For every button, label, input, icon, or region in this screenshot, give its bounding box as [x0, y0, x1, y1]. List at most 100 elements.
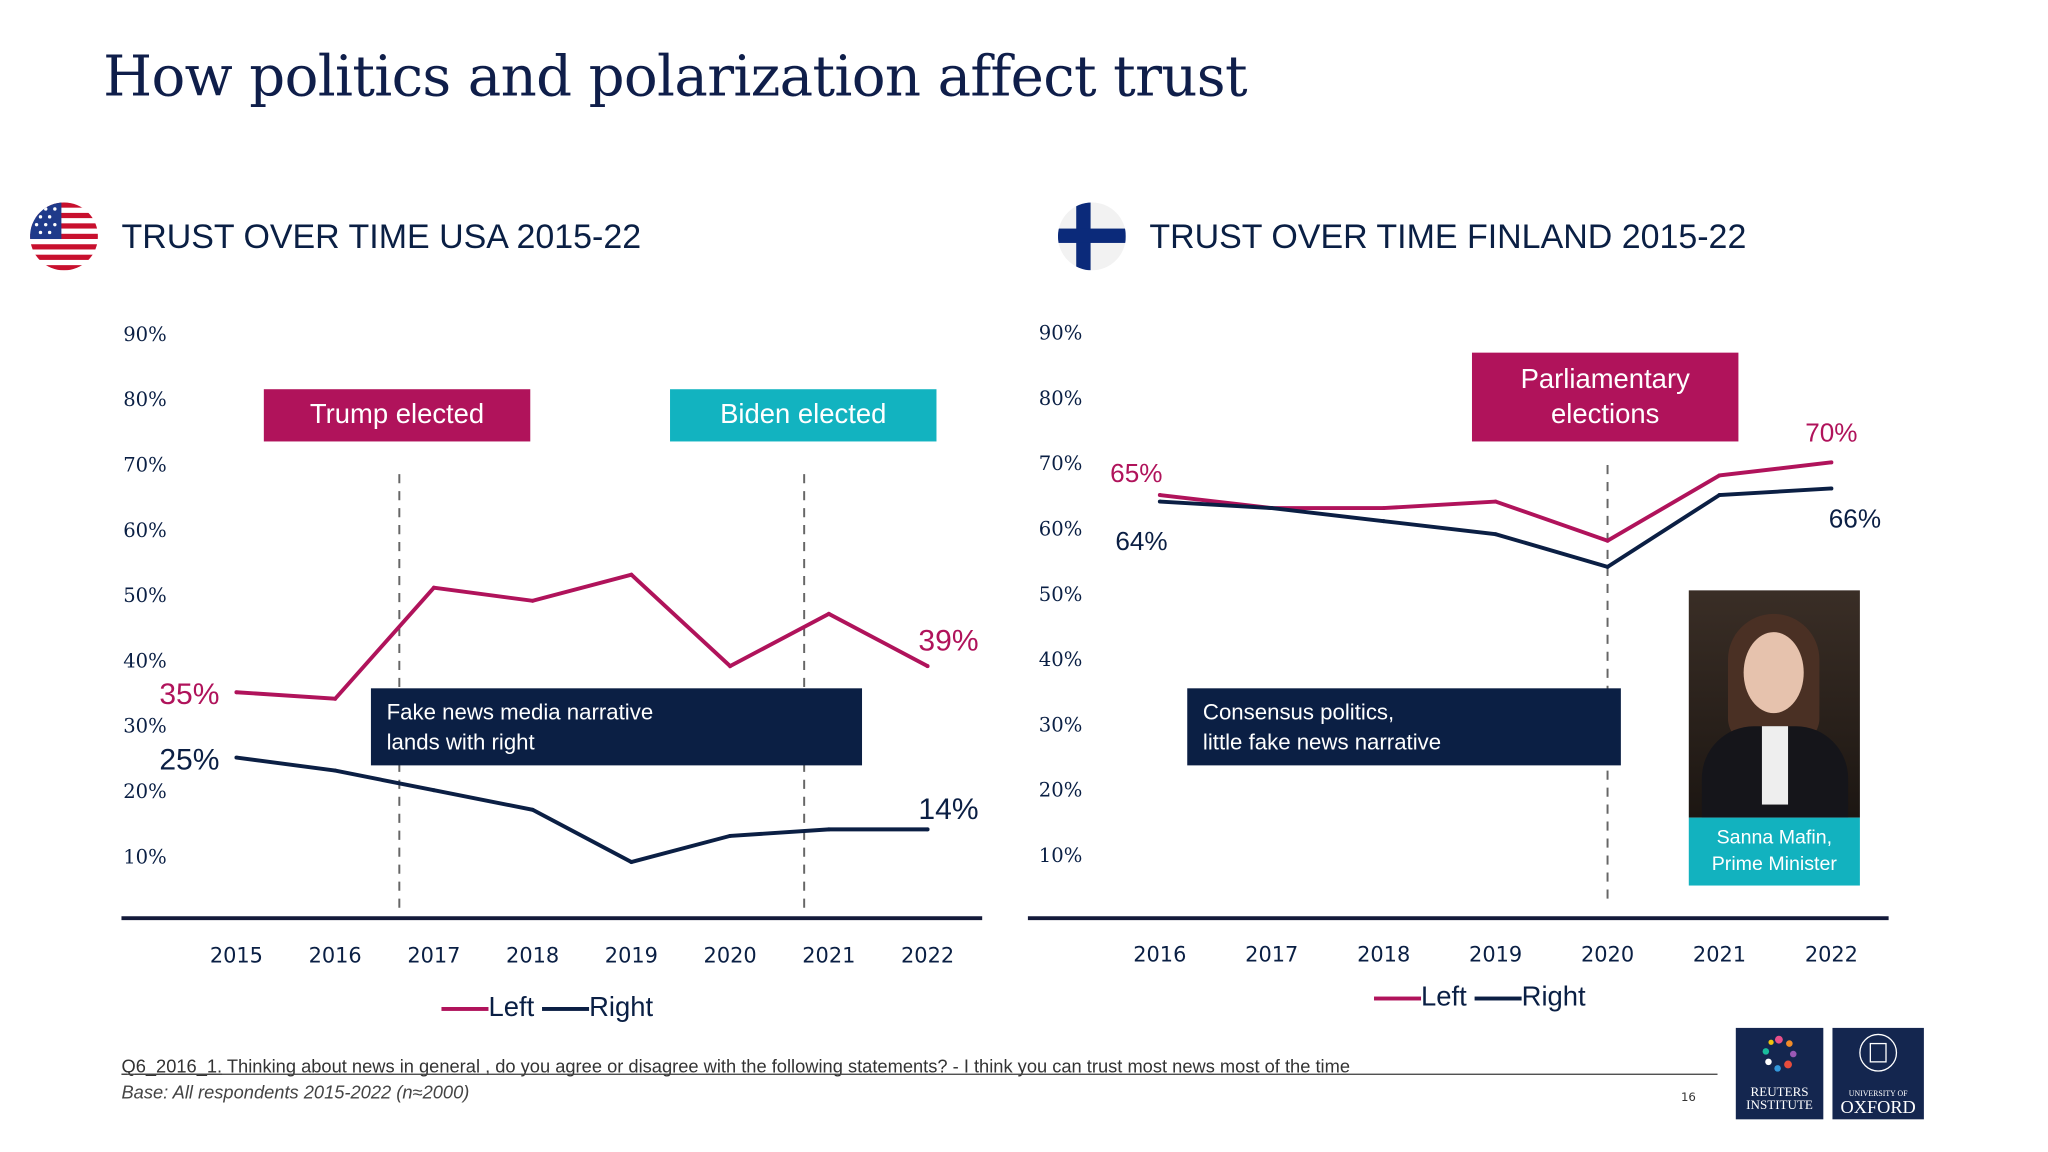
- logo-text: OXFORD: [1840, 1098, 1916, 1119]
- legend-swatch-right: [1474, 995, 1522, 1000]
- end-value-label: 70%: [1805, 417, 1857, 447]
- start-value-label: 35%: [159, 678, 219, 711]
- x-tick-label: 2017: [1245, 942, 1298, 966]
- y-tick-label: 10%: [123, 845, 167, 868]
- data-point-left: [234, 690, 239, 695]
- y-tick-label: 30%: [1039, 713, 1083, 736]
- x-tick-label: 2015: [210, 944, 263, 968]
- y-tick-label: 50%: [123, 584, 167, 607]
- finland-chart-title: TRUST OVER TIME FINLAND 2015-22: [1149, 216, 1747, 256]
- data-point-right: [234, 755, 239, 760]
- usa-annotation-box: Fake news media narrative lands with righ…: [370, 688, 863, 766]
- event-box-biden-elected: Biden elected: [670, 389, 937, 442]
- y-tick-label: 50%: [1039, 583, 1083, 606]
- question-code: Q6_2016_1.: [121, 1055, 223, 1077]
- usa-flag-icon: [30, 202, 98, 271]
- prime-minister-photo: [1688, 590, 1860, 818]
- data-point-left: [1157, 493, 1162, 497]
- data-point-right: [530, 807, 535, 812]
- footnote-question: Q6_2016_1. Thinking about news in genera…: [121, 1055, 1350, 1076]
- finland-flag-icon: [1057, 202, 1126, 271]
- legend-label-left: Left: [1421, 982, 1467, 1013]
- annotation-line: Consensus politics,: [1202, 699, 1395, 725]
- y-tick-label: 40%: [123, 649, 167, 672]
- data-point-right: [728, 833, 733, 838]
- data-point-left: [1605, 538, 1610, 543]
- data-point-left: [826, 611, 831, 616]
- annotation-line: Fake news media narrative: [386, 699, 654, 725]
- legend-label-left: Left: [488, 992, 535, 1023]
- y-tick-label: 90%: [1039, 322, 1083, 345]
- y-tick-label: 80%: [123, 388, 167, 411]
- x-tick-label: 2020: [1581, 942, 1634, 966]
- annotation-line: little fake news narrative: [1202, 729, 1442, 755]
- data-point-left: [1493, 499, 1498, 504]
- logo-text: INSTITUTE: [1746, 1098, 1813, 1113]
- start-value-label: 65%: [1110, 458, 1162, 488]
- x-tick-label: 2018: [506, 944, 559, 968]
- x-tick-label: 2020: [704, 944, 757, 968]
- event-label-line: Parliamentary: [1520, 364, 1690, 395]
- data-point-right: [1605, 564, 1610, 569]
- y-tick-label: 30%: [123, 715, 167, 738]
- page-title: How politics and polarization affect tru…: [103, 44, 1247, 110]
- end-value-label: 39%: [918, 624, 978, 657]
- data-point-left: [925, 664, 930, 669]
- end-value-label: 14%: [918, 793, 978, 826]
- data-point-right: [1269, 506, 1274, 511]
- data-point-right: [1829, 486, 1834, 491]
- x-tick-label: 2016: [1133, 942, 1186, 966]
- y-tick-label: 10%: [1039, 844, 1083, 867]
- annotation-line: lands with right: [386, 729, 535, 755]
- data-point-right: [431, 788, 436, 793]
- reuters-dots-icon: [1762, 1035, 1797, 1072]
- oxford-logo: UNIVERSITY OF OXFORD: [1832, 1027, 1924, 1120]
- logo-text: UNIVERSITY OF: [1848, 1090, 1908, 1099]
- data-point-left: [333, 696, 338, 701]
- logo-text: REUTERS: [1750, 1085, 1809, 1100]
- x-tick-label: 2021: [802, 944, 855, 968]
- legend-label-right: Right: [1521, 982, 1586, 1013]
- page-number: 16: [1680, 1091, 1696, 1105]
- data-point-left: [1829, 460, 1834, 465]
- x-tick-label: 2022: [901, 944, 954, 968]
- finland-annotation-box: Consensus politics, little fake news narr…: [1187, 688, 1621, 766]
- y-tick-label: 20%: [1039, 779, 1083, 802]
- reuters-institute-logo: REUTERS INSTITUTE: [1735, 1027, 1824, 1120]
- y-tick-label: 60%: [1039, 518, 1083, 541]
- event-box-parliamentary-elections: Parliamentary elections: [1471, 352, 1739, 442]
- usa-legend: Left Right: [441, 993, 661, 1024]
- event-label-line: elections: [1551, 399, 1660, 430]
- legend-label-right: Right: [589, 992, 654, 1023]
- data-point-right: [1717, 493, 1722, 497]
- photo-caption: Sanna Mafin, Prime Minister: [1688, 817, 1860, 886]
- usa-chart-title: TRUST OVER TIME USA 2015-22: [121, 216, 642, 256]
- finland-legend: Left Right: [1374, 982, 1594, 1013]
- start-value-label: 64%: [1115, 526, 1167, 556]
- footnote-base: Base: All respondents 2015-2022 (n≈2000): [121, 1081, 470, 1103]
- y-tick-label: 80%: [1039, 387, 1083, 410]
- series-line-left: [236, 572, 929, 701]
- caption-line: Sanna Mafin,: [1716, 826, 1833, 849]
- data-point-left: [530, 598, 535, 603]
- data-point-left: [1381, 506, 1386, 511]
- data-point-left: [431, 585, 436, 590]
- data-point-right: [1381, 519, 1386, 524]
- legend-swatch-right: [542, 1006, 590, 1011]
- data-point-left: [1717, 473, 1722, 478]
- x-tick-label: 2017: [407, 944, 460, 968]
- x-tick-label: 2016: [309, 944, 362, 968]
- legend-swatch-left: [1374, 995, 1422, 1000]
- x-tick-label: 2018: [1357, 942, 1410, 966]
- y-tick-label: 90%: [123, 323, 167, 346]
- footer-divider: [121, 1073, 1718, 1075]
- legend-swatch-left: [441, 1006, 489, 1011]
- x-tick-label: 2019: [1469, 942, 1522, 966]
- data-point-right: [1493, 532, 1498, 537]
- y-tick-label: 70%: [1039, 452, 1083, 475]
- data-point-left: [728, 664, 733, 669]
- y-tick-label: 70%: [123, 454, 167, 477]
- data-point-right: [925, 827, 930, 832]
